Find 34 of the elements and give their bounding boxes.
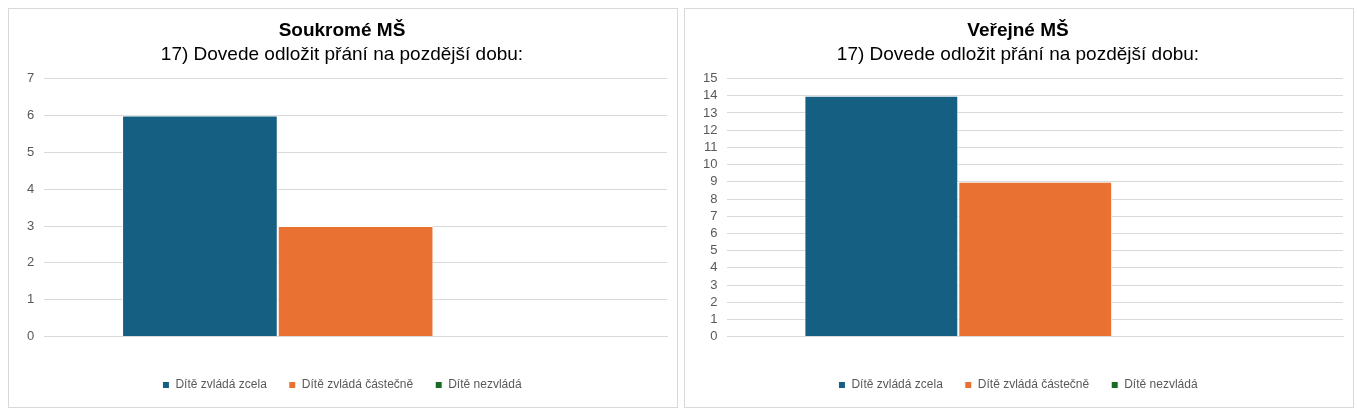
y-tick-label: 7	[710, 207, 718, 223]
y-tick-label: 6	[27, 107, 35, 123]
y-tick-label: 8	[710, 190, 718, 206]
y-tick-label: 5	[710, 242, 718, 258]
y-tick-label: 7	[27, 70, 35, 86]
y-tick-label: 14	[702, 87, 718, 103]
y-tick-label: 11	[703, 138, 718, 154]
legend-label: Dítě nezvládá	[448, 377, 522, 392]
legend-label: Dítě zvládá částečně	[301, 377, 414, 392]
y-tick-label: 4	[710, 259, 718, 275]
legend-label: Dítě zvládá zcela	[175, 377, 268, 392]
y-tick-label: 2	[27, 254, 35, 270]
y-tick-label: 9	[710, 173, 718, 189]
legend-label: Dítě nezvládá	[1124, 377, 1198, 392]
y-tick-label: 12	[702, 121, 718, 137]
y-tick-label: 5	[27, 143, 35, 159]
legend-label: Dítě zvládá zcela	[851, 377, 944, 392]
y-tick-label: 1	[710, 310, 718, 326]
y-tick-label: 3	[710, 276, 718, 292]
y-tick-label: 13	[702, 104, 718, 120]
y-tick-label: 6	[710, 224, 718, 240]
y-tick-label: 10	[702, 156, 718, 172]
chart-subtitle: 17) Dovede odložit přání na pozdější dobu:	[836, 43, 1200, 65]
chart-title: Veřejné MŠ	[967, 18, 1069, 40]
y-tick-label: 3	[27, 217, 35, 233]
y-tick-label: 0	[710, 328, 718, 344]
y-tick-label: 15	[702, 70, 718, 86]
y-tick-label: 0	[27, 328, 35, 344]
y-tick-label: 1	[27, 291, 35, 307]
y-tick-label: 2	[710, 293, 718, 309]
y-tick-label: 4	[27, 180, 35, 196]
chart-subtitle: 17) Dovede odložit přání na pozdější dobu:	[160, 43, 524, 65]
legend-label: Dítě zvládá částečně	[977, 377, 1090, 392]
chart-title: Soukromé MŠ	[278, 18, 406, 40]
